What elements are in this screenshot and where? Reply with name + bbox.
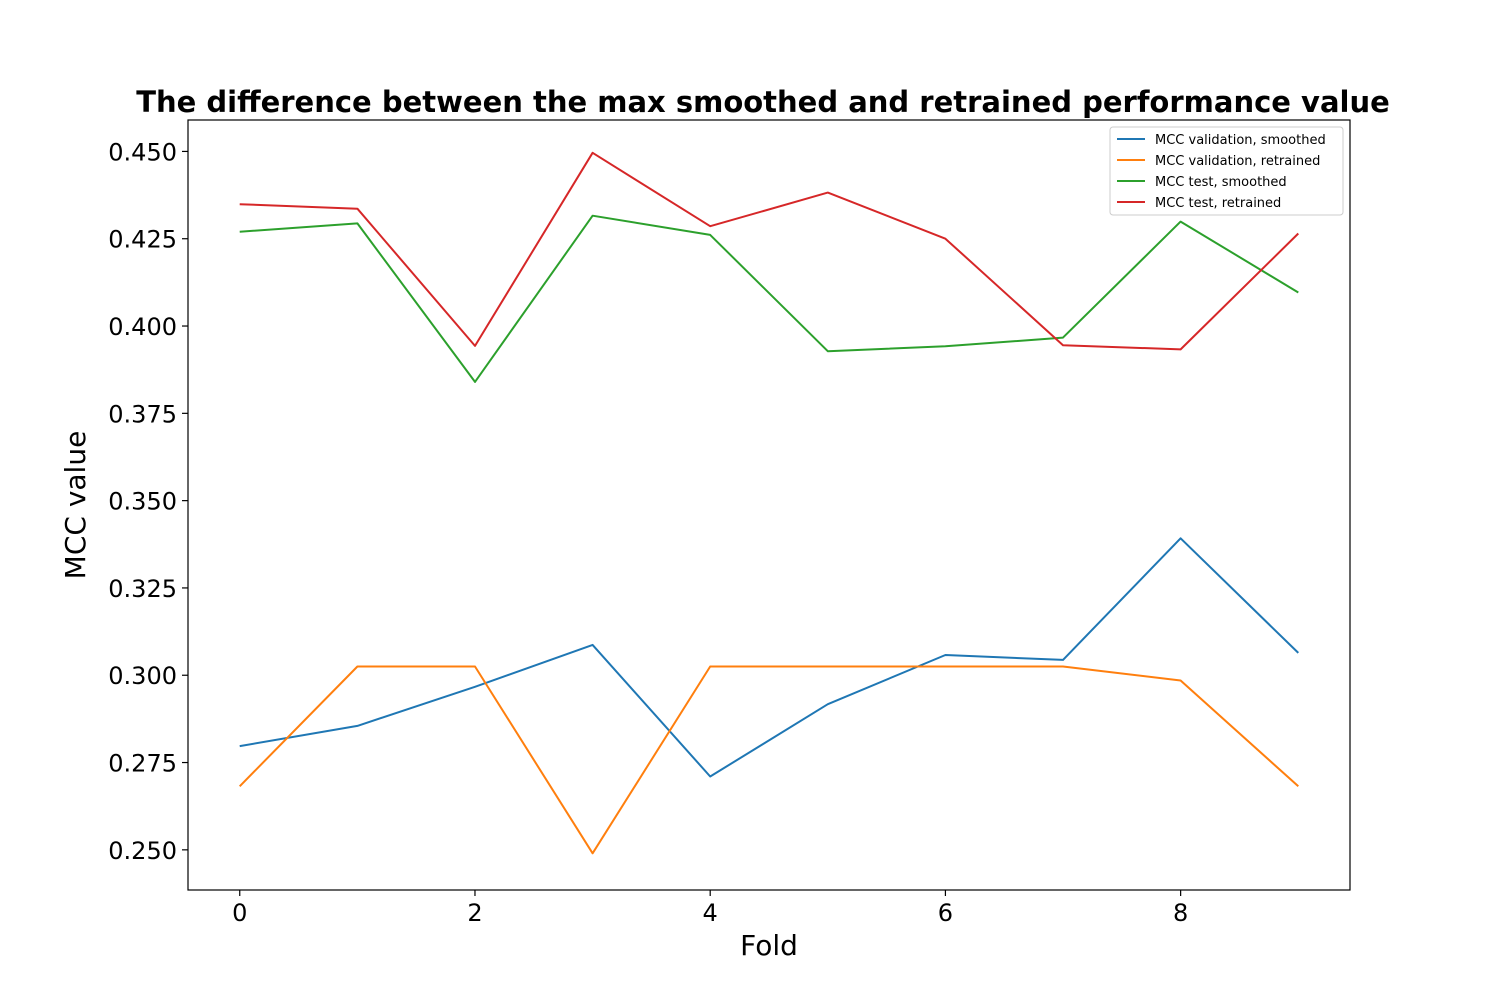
series-line-4 [239,151,1300,351]
y-tick-label: 0.275 [108,750,177,778]
legend-label: MCC validation, smoothed [1155,133,1326,148]
series-line-1 [239,537,1299,778]
y-tick-label: 0.375 [108,400,177,428]
y-tick-label: 0.450 [108,138,177,166]
y-tick-label: 0.325 [108,575,177,603]
x-axis-label: Fold [740,929,798,962]
series-line-2 [238,665,1299,855]
x-tick-label: 0 [232,899,247,927]
x-axis: 0 2 4 6 8 [232,890,1188,927]
y-axis: 0.250 0.275 0.300 0.325 0.350 0.375 0.400 0.425… [108,138,188,865]
y-axis-label: MCC value [59,431,92,580]
series-layer [238,151,1300,855]
y-tick-label: 0.350 [108,488,177,516]
legend-label: MCC test, smoothed [1155,175,1287,190]
legend-box [1109,126,1344,216]
y-tick-label: 0.400 [108,313,177,341]
y-tick-label: 0.250 [108,837,177,865]
x-tick-label: 8 [1173,899,1188,927]
legend-label: MCC test, retrained [1155,196,1281,211]
chart-title: The difference between the max smoothed … [136,85,1390,119]
plot-frame [187,119,1351,891]
y-tick-label: 0.425 [108,226,177,254]
x-tick-label: 6 [938,899,953,927]
legend: MCC validation, smoothed MCC validation, … [1109,126,1344,216]
y-tick-label: 0.300 [108,662,177,690]
legend-label: MCC validation, retrained [1155,154,1320,169]
x-tick-label: 4 [703,899,718,927]
x-tick-label: 2 [467,899,482,927]
series-line-3 [239,214,1299,383]
